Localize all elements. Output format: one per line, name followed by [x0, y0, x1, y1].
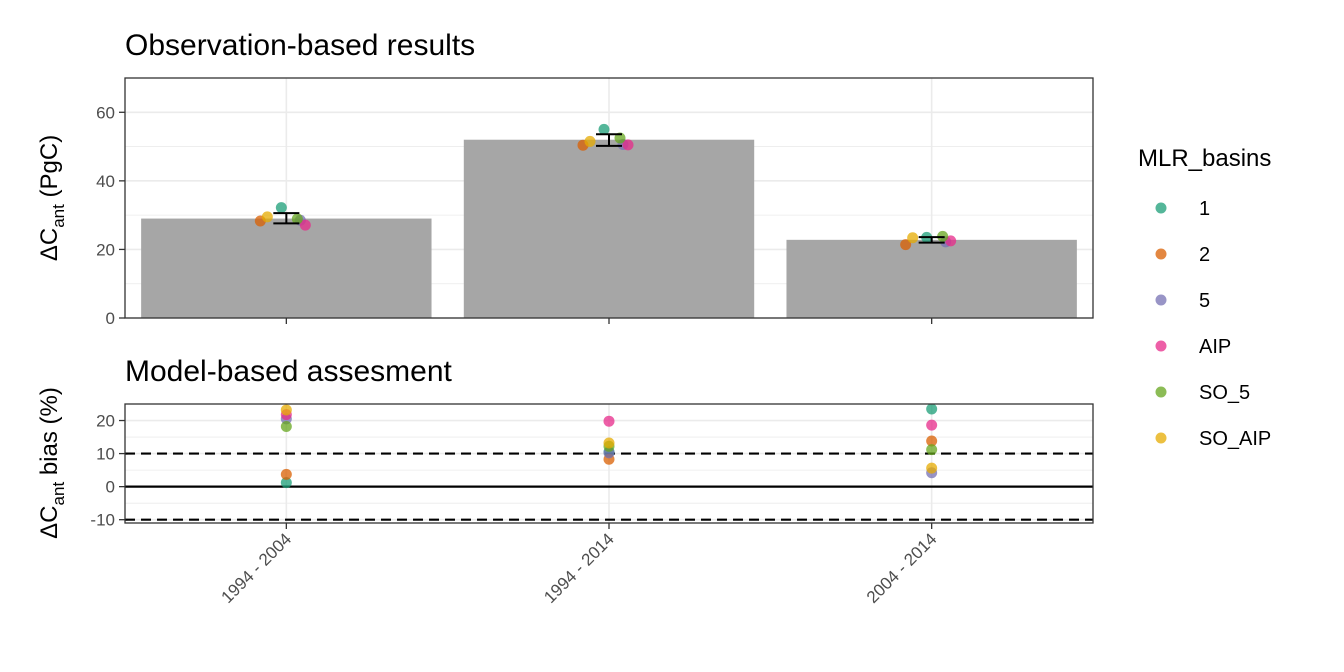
legend-label: AIP — [1199, 336, 1231, 358]
top-panel-title: Observation-based results — [125, 29, 475, 62]
x-axis-labels: 1994 - 2004 1994 - 2014 2004 - 2014 — [218, 529, 941, 607]
point-so-aip — [603, 437, 615, 449]
legend-key — [1155, 248, 1167, 260]
legend-title: MLR_basins — [1138, 145, 1271, 172]
x-tick-label: 1994 - 2014 — [540, 529, 618, 607]
point-1 — [275, 202, 287, 214]
bottom-panel-title: Model-based assesment — [125, 355, 453, 388]
point-2 — [900, 239, 912, 251]
legend-key — [1155, 340, 1167, 352]
y-tick-label: 60 — [96, 103, 115, 122]
point-so-aip — [261, 211, 273, 223]
point-aip — [299, 219, 311, 231]
y-tick-label: -10 — [90, 511, 115, 530]
point-1 — [926, 403, 938, 415]
point-so-aip — [926, 462, 938, 474]
legend-label: 5 — [1199, 290, 1210, 312]
legend-key — [1155, 432, 1167, 444]
point-so-aip — [584, 135, 596, 147]
y-tick-label: 40 — [96, 172, 115, 191]
point-so-5 — [614, 132, 626, 144]
point-aip — [622, 139, 634, 151]
bar — [141, 218, 432, 318]
point-so-5 — [291, 213, 303, 225]
y-tick-label: 20 — [96, 240, 115, 259]
legend-label: SO_AIP — [1199, 428, 1271, 450]
point-aip — [603, 415, 615, 427]
legend-key — [1155, 386, 1167, 398]
y-tick-label: 0 — [106, 309, 115, 328]
bottom-panel: -10 0 10 20 ΔCant bias (%) — [36, 387, 1094, 539]
point-1 — [280, 477, 292, 489]
bar — [786, 239, 1077, 318]
legend: 1 2 5 AIP SO_5 SO_AIP — [1155, 198, 1271, 450]
point-so-5 — [280, 420, 292, 432]
legend-label: 1 — [1199, 198, 1210, 220]
point-so-aip — [280, 404, 292, 416]
y-tick-label: 10 — [96, 445, 115, 464]
bar — [463, 139, 755, 318]
y-tick-label: 0 — [106, 478, 115, 497]
x-tick-label: 1994 - 2004 — [218, 529, 296, 607]
point-aip — [945, 235, 957, 247]
y-tick-label: 20 — [96, 412, 115, 431]
point-so-5 — [926, 444, 938, 456]
bottom-y-axis-title: ΔCant bias (%) — [36, 387, 68, 539]
x-tick-label: 2004 - 2014 — [863, 529, 941, 607]
point-2 — [280, 468, 292, 480]
top-panel: 0 20 40 60 ΔCant (PgC) — [36, 77, 1094, 328]
legend-key — [1155, 202, 1167, 214]
point-so-aip — [907, 232, 919, 244]
legend-key — [1155, 294, 1167, 306]
top-y-axis-title: ΔCant (PgC) — [36, 135, 68, 261]
point-aip — [926, 419, 938, 431]
legend-label: 2 — [1199, 244, 1210, 266]
legend-label: SO_5 — [1199, 382, 1250, 404]
point-1 — [598, 123, 610, 135]
point-2 — [926, 435, 938, 447]
